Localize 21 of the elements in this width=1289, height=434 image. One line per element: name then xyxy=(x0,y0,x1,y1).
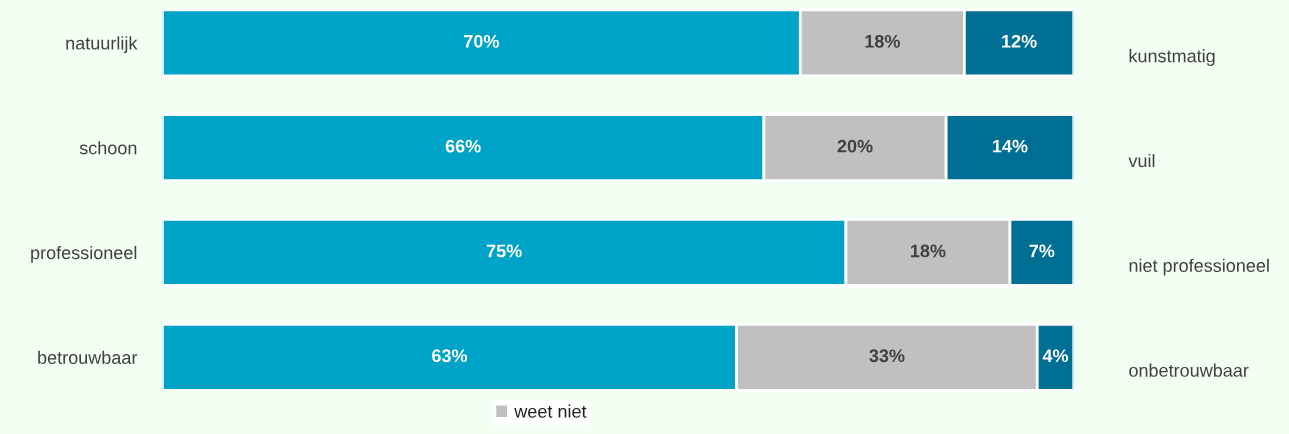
y-tick-label: natuurlijk xyxy=(66,36,138,54)
data-label: 18% xyxy=(865,34,900,48)
data-label: 20% xyxy=(837,139,873,153)
text: kunstmatig xyxy=(1129,49,1215,66)
data-label: 18% xyxy=(910,244,946,258)
data-label: 4% xyxy=(1042,349,1069,363)
y-tick-label: schoon xyxy=(79,141,137,155)
text: onbetrouwbaar xyxy=(1129,363,1249,377)
data-label: 70% xyxy=(464,34,499,48)
text: vuil xyxy=(1128,153,1155,168)
data-label: 63% xyxy=(432,349,468,363)
legend-label: weet niet xyxy=(514,404,587,418)
y-tick-label: betrouwbaar xyxy=(38,350,138,365)
data-label: 12% xyxy=(1002,34,1037,48)
data-label: 75% xyxy=(486,244,522,258)
data-label: 66% xyxy=(445,139,481,153)
data-label: 33% xyxy=(869,349,905,363)
y-tick-label: professioneel xyxy=(31,245,137,263)
data-label: 14% xyxy=(993,139,1028,153)
text: niet professioneel xyxy=(1129,258,1269,276)
data-label: 7% xyxy=(1029,244,1055,258)
